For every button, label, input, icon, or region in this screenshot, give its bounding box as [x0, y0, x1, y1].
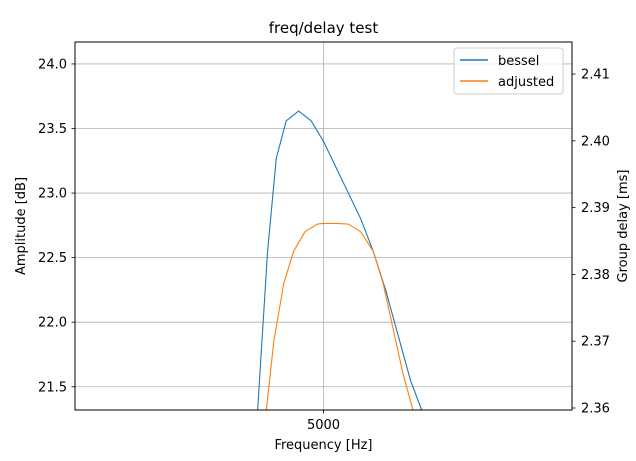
legend-label-adjusted: adjusted — [498, 75, 554, 90]
y-tick-label: 23.0 — [38, 187, 67, 202]
chart-title: freq/delay test — [269, 19, 379, 37]
y2-tick-label: 2.36 — [581, 401, 610, 416]
y2-axis-label: Group delay [ms] — [616, 170, 631, 283]
y2-tick-label: 2.39 — [581, 201, 610, 216]
x-tick-label: 5000 — [307, 418, 340, 433]
y-tick-label: 22.0 — [38, 316, 67, 331]
y-axis-label: Amplitude [dB] — [14, 177, 29, 275]
series-line-bessel — [257, 110, 423, 410]
legend: bessel adjusted — [453, 47, 564, 95]
y-tick-label: 23.5 — [38, 122, 67, 137]
y-tick-label: 21.5 — [38, 380, 67, 395]
tick-layer: 21.5 22.0 22.5 23.0 23.5 24.0 5000 2.36 2.37 2.38… — [38, 57, 610, 433]
series-line-adjusted — [265, 222, 423, 410]
series-layer — [257, 110, 423, 410]
y2-tick-label: 2.37 — [581, 335, 610, 350]
y2-tick-label: 2.41 — [581, 68, 610, 83]
y2-tick-label: 2.40 — [581, 134, 610, 149]
x-axis-label: Frequency [Hz] — [274, 438, 372, 453]
legend-label-bessel: bessel — [498, 54, 539, 69]
y-tick-label: 22.5 — [38, 251, 67, 266]
y-tick-label: 24.0 — [38, 57, 67, 72]
y2-tick-label: 2.38 — [581, 268, 610, 283]
